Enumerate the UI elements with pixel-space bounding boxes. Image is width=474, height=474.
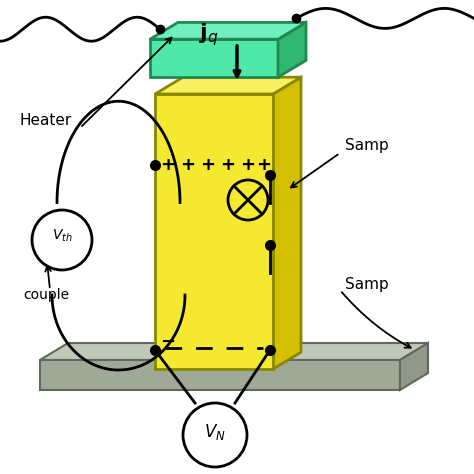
Text: $\mathbf{j}_q$: $\mathbf{j}_q$	[199, 22, 219, 48]
Text: $V_{th}$: $V_{th}$	[52, 228, 73, 244]
Circle shape	[183, 403, 247, 467]
Text: Samp: Samp	[345, 277, 389, 292]
Text: +: +	[256, 156, 272, 174]
Polygon shape	[155, 77, 301, 94]
Text: couple: couple	[23, 288, 69, 302]
Text: Samp: Samp	[345, 137, 389, 153]
Text: +: +	[201, 156, 216, 174]
Polygon shape	[273, 77, 301, 369]
Bar	[155, 94, 273, 369]
Text: +: +	[240, 156, 255, 174]
Text: Heater: Heater	[20, 112, 72, 128]
Text: +: +	[220, 156, 236, 174]
Bar	[150, 39, 278, 77]
Circle shape	[32, 210, 92, 270]
Text: +: +	[161, 156, 175, 174]
Text: +: +	[181, 156, 195, 174]
Bar	[40, 360, 400, 390]
Polygon shape	[40, 343, 428, 360]
Polygon shape	[278, 22, 306, 77]
Polygon shape	[400, 343, 428, 390]
Text: −: −	[160, 333, 175, 351]
Text: $V_N$: $V_N$	[204, 422, 226, 442]
Polygon shape	[150, 22, 306, 39]
